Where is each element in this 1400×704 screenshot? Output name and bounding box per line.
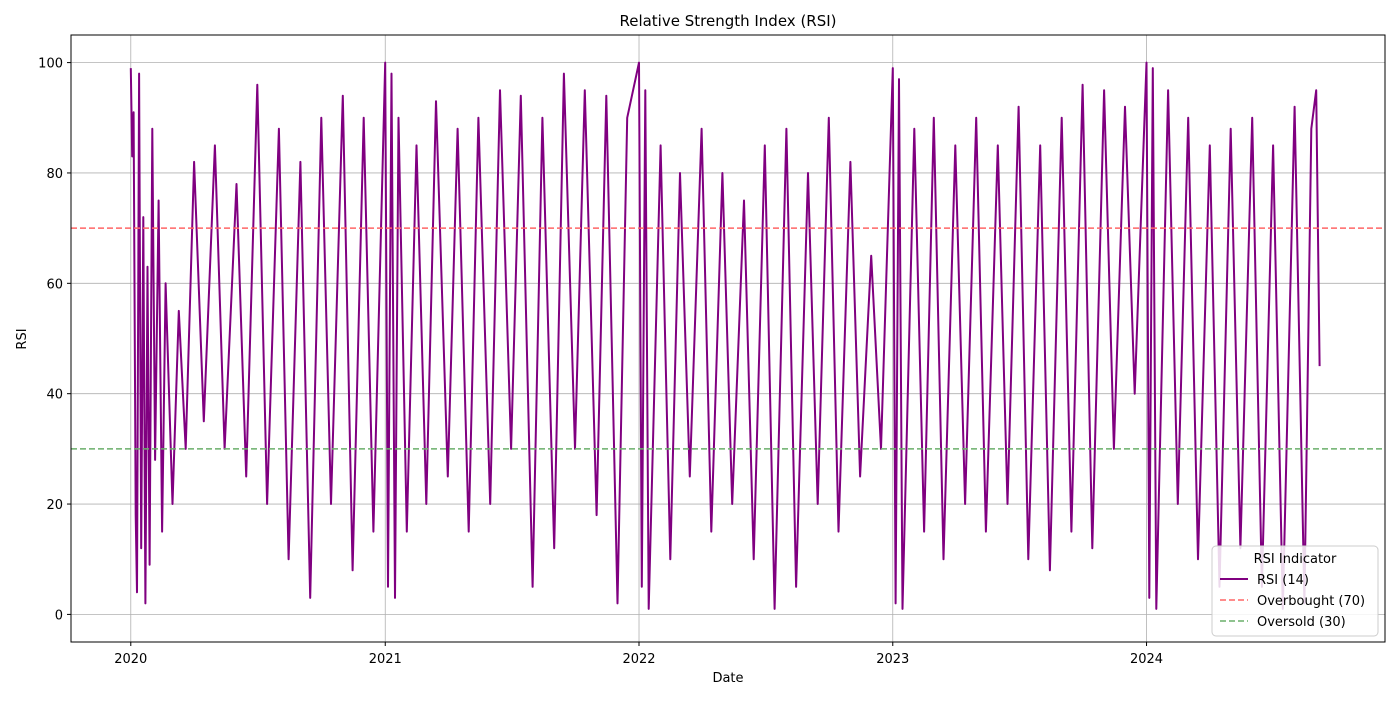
plot-frame	[70, 34, 1386, 643]
rsi-series-line	[129, 61, 1321, 610]
x-tick-label: 2020	[114, 652, 147, 667]
x-axis-title: Date	[712, 671, 743, 686]
x-tick-label: 2024	[1130, 652, 1163, 667]
y-tick-label: 80	[46, 167, 63, 182]
reference-lines	[71, 227, 1385, 450]
legend-box	[1211, 545, 1379, 637]
y-axis-title: RSI	[15, 328, 30, 349]
y-tick-label: 100	[38, 57, 63, 72]
legend-label-overbought: Overbought (70)	[1257, 594, 1365, 609]
x-tick-label: 2021	[369, 652, 402, 667]
chart-title: Relative Strength Index (RSI)	[619, 12, 836, 30]
legend-title: RSI Indicator	[1254, 552, 1337, 567]
legend-label-oversold: Oversold (30)	[1257, 615, 1346, 630]
series-layer	[129, 61, 1321, 610]
y-tick-label: 60	[46, 277, 63, 292]
tick-layer: 0 20 40 60 80 100 2020 2021 2022 2023 2024	[38, 57, 1163, 667]
y-tick-label: 0	[55, 608, 63, 623]
x-tick-label: 2023	[876, 652, 909, 667]
x-tick-label: 2022	[622, 652, 655, 667]
legend-label-rsi: RSI (14)	[1257, 573, 1309, 588]
legend: RSI Indicator RSI (14) Overbought (70) O…	[1211, 545, 1379, 637]
y-tick-label: 20	[46, 498, 63, 513]
y-tick-label: 40	[46, 388, 63, 403]
